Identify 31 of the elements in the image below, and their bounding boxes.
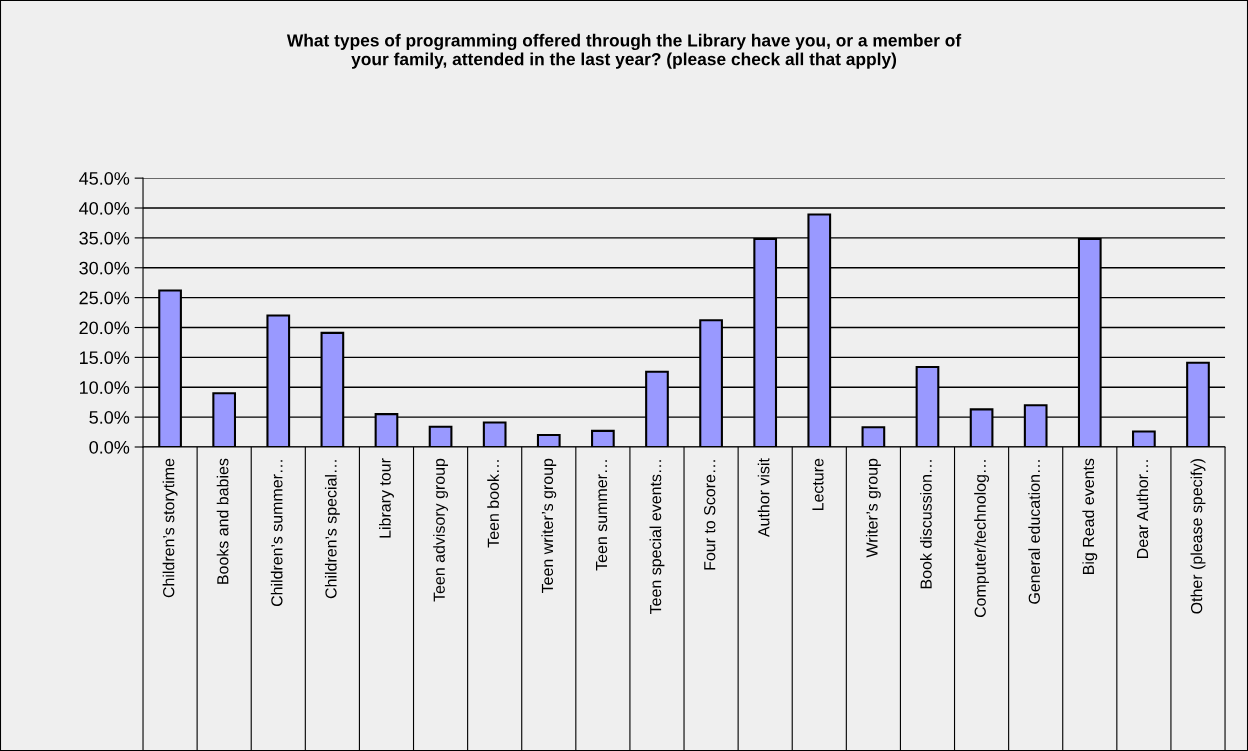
x-tick-label: General education…: [1028, 460, 1040, 604]
x-tick-label: Teen advisory group: [433, 458, 449, 602]
x-tick-label: Big Read events: [1082, 458, 1098, 574]
y-tick-label: 40.0%: [79, 201, 130, 215]
y-tick-label: 25.0%: [79, 291, 130, 305]
y-tick-label: 35.0%: [79, 231, 130, 245]
x-tick-label: Teen book…: [487, 460, 499, 548]
x-tick-label: Lecture: [812, 458, 824, 511]
y-tick-label: 0.0%: [89, 440, 130, 454]
x-tick-label: Children’s storytime: [162, 458, 178, 598]
x-tick-label: Children’s summer…: [270, 460, 283, 607]
y-tick-label: 45.0%: [79, 172, 130, 185]
x-tick-label: Writer’s group: [865, 458, 881, 558]
x-tick-label: Teen special events…: [649, 460, 665, 614]
chart-title: What types of programming offered through the Library have you, or a member of your family, attended in the last year? (please check all that apply): [286, 33, 962, 69]
y-tick-label: 20.0%: [79, 321, 130, 335]
y-tick-label: 10.0%: [80, 381, 130, 394]
x-tick-label: Library tour: [379, 458, 394, 538]
x-tick-label: Book discussion…: [920, 460, 932, 589]
x-tick-label: Computer/technolog…: [974, 460, 990, 618]
x-tick-label: Dear Author…: [1136, 460, 1149, 558]
x-tick-label: Teen writer’s group: [541, 458, 557, 593]
y-tick-label: 15.0%: [80, 351, 130, 365]
x-tick-label: Teen summer…: [596, 460, 608, 571]
x-tick-label: Four to Score…: [704, 460, 716, 570]
y-tick-label: 30.0%: [79, 261, 130, 275]
x-tick-label: Children’s special…: [324, 460, 340, 599]
x-tick-label: Author visit: [757, 458, 770, 538]
y-tick-label: 5.0%: [89, 411, 130, 424]
x-tick-label: Other (please specify): [1190, 459, 1206, 614]
x-tick-label: Books and babies: [216, 458, 229, 584]
